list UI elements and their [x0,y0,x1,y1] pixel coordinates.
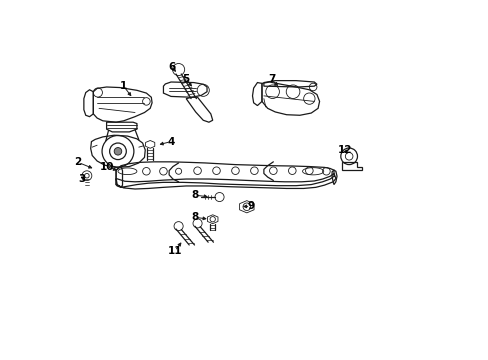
Text: 8: 8 [190,212,198,222]
Text: 2: 2 [74,157,81,167]
Text: 5: 5 [182,74,189,84]
Text: 6: 6 [168,62,175,72]
Text: 7: 7 [267,74,275,84]
Text: 12: 12 [337,145,351,155]
Circle shape [114,148,122,155]
Text: 8: 8 [190,190,198,200]
Text: 10: 10 [99,162,114,172]
Text: 11: 11 [167,246,182,256]
Text: 9: 9 [246,201,254,211]
Text: 4: 4 [167,136,174,147]
Text: 1: 1 [120,81,127,91]
Text: 3: 3 [78,174,85,184]
